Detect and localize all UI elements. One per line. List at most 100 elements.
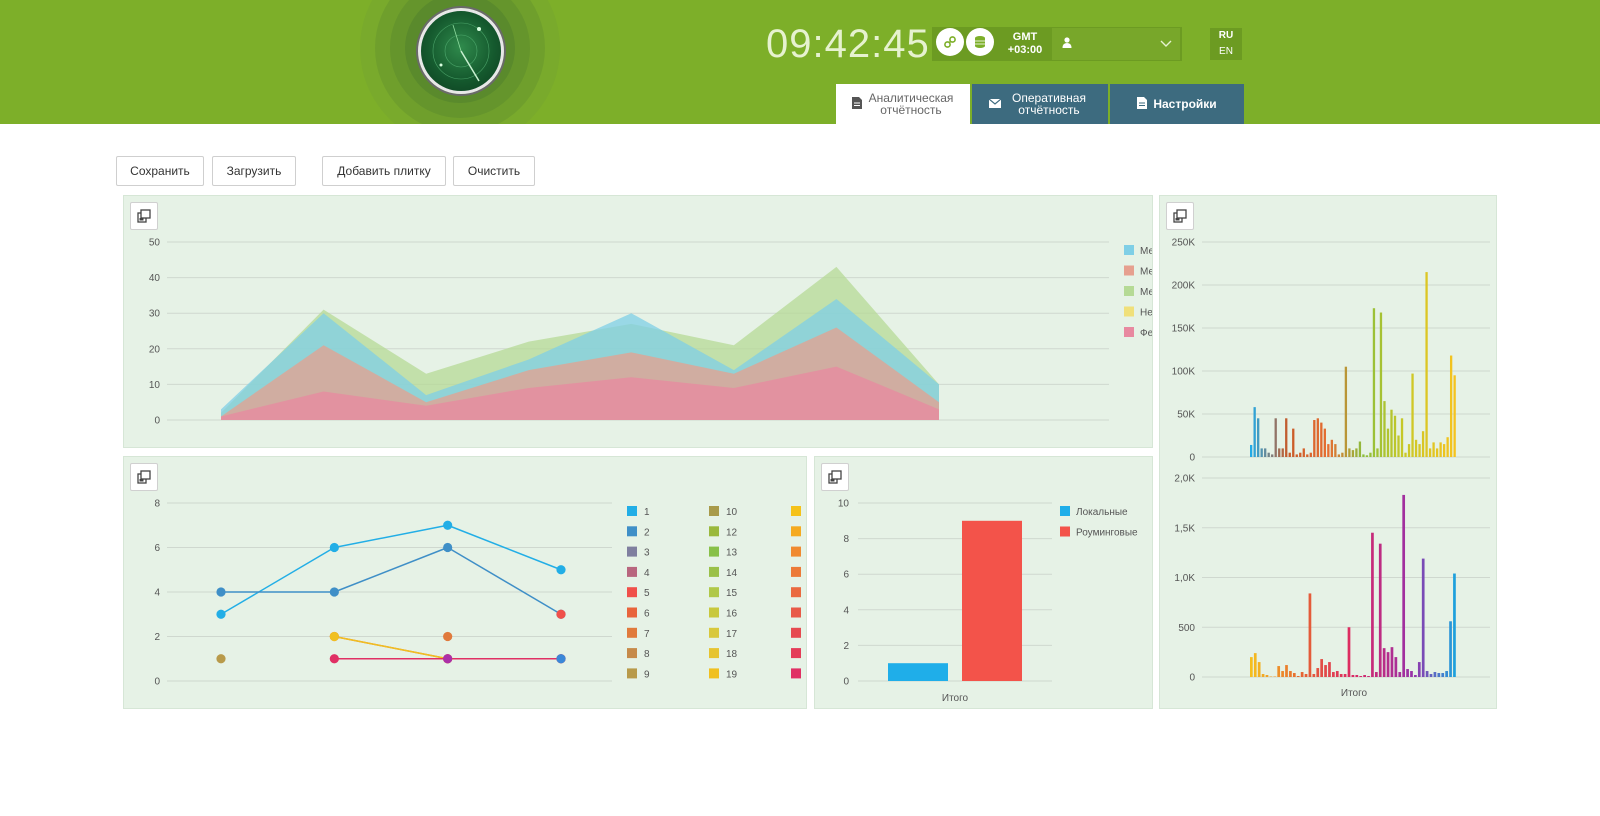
bar: [1271, 454, 1274, 457]
bar: [1437, 673, 1441, 677]
data-point: [443, 542, 453, 553]
tile-area-chart: 50 40 30 20 10 0 Междугородние вызовы Междунаро…: [123, 195, 1153, 448]
bar: [1274, 418, 1277, 457]
bar: [1267, 452, 1270, 457]
clear-button[interactable]: Очистить: [453, 156, 535, 186]
y-tick-label: 30: [149, 309, 161, 320]
legend-swatch: [791, 526, 801, 537]
bar: [1365, 455, 1369, 457]
bar: [1347, 627, 1351, 677]
legend-label: Федеральные вызовы: [1140, 328, 1152, 339]
series-line: [334, 524, 448, 549]
bar: [1330, 439, 1334, 457]
bar: [1281, 671, 1284, 677]
legend-swatch: [791, 546, 801, 557]
data-point: [556, 654, 566, 664]
legend-label: Международные вызовы: [1140, 267, 1152, 278]
data-point: [443, 520, 453, 530]
legend-swatch: [627, 648, 637, 659]
legend-swatch: [627, 526, 637, 537]
bar: [1441, 673, 1445, 677]
bar: [1277, 666, 1281, 677]
tab-settings-label: Настройки: [1153, 97, 1217, 111]
series-line: [447, 546, 562, 615]
bar: [1371, 532, 1374, 677]
bar: [1292, 428, 1295, 457]
bar: [1374, 672, 1378, 677]
bar: [1421, 558, 1425, 677]
lang-ru[interactable]: RU: [1218, 30, 1234, 41]
link-icon[interactable]: [936, 28, 964, 56]
bar: [1335, 671, 1339, 677]
bar: [1313, 420, 1316, 457]
bar: [1355, 675, 1359, 677]
bar: [1379, 312, 1383, 457]
legend-label: 4: [644, 568, 650, 579]
bar-charts: 250K 200K 150K 100K 50K 0 2,0K 1,5K 1,0K 500 0 Итог…: [1172, 238, 1490, 699]
bar: [1428, 448, 1432, 457]
series-line: [447, 524, 562, 571]
legend-label: Роуминговые: [1076, 528, 1138, 539]
legend-label: 10: [726, 507, 738, 518]
data-point: [216, 609, 226, 619]
bar: [1449, 621, 1452, 677]
bar: [1417, 662, 1421, 677]
legend-swatch: [791, 566, 801, 577]
legend-swatch: [627, 668, 637, 679]
lang-en[interactable]: EN: [1219, 46, 1233, 57]
bar: [1348, 448, 1351, 457]
bar: [1390, 647, 1394, 677]
y-tick-label: 20: [149, 344, 161, 355]
bar: [1407, 444, 1411, 457]
tile-menu-icon[interactable]: [821, 463, 849, 491]
bar: [1328, 662, 1331, 677]
tab-operational-label: Оперативная отчётность: [1012, 91, 1086, 117]
bar: [1344, 366, 1348, 457]
y-tick-label: 150K: [1172, 324, 1196, 335]
data-point: [329, 631, 339, 642]
y-tick-label: 2: [154, 632, 160, 643]
legend-swatch: [709, 506, 719, 516]
save-button[interactable]: Сохранить: [116, 156, 204, 186]
legend-swatch: [791, 668, 801, 679]
user-icon: [1062, 35, 1072, 53]
bar: [1382, 648, 1386, 677]
legend-label: 18: [726, 649, 738, 660]
bar: [1285, 665, 1288, 677]
bar: [888, 663, 948, 681]
tile-menu-icon[interactable]: [130, 202, 158, 230]
tile-menu-icon[interactable]: [130, 463, 158, 491]
legend-swatch: [1060, 526, 1070, 537]
x-axis-label: Итого: [1341, 688, 1368, 699]
legend-swatch: [709, 648, 719, 659]
add-tile-button[interactable]: Добавить плитку: [322, 156, 446, 186]
y-tick-label: 10: [838, 499, 850, 510]
database-icon[interactable]: [966, 28, 994, 56]
y-tick-label: 500: [1178, 623, 1195, 634]
tab-analytics[interactable]: Аналитическая отчётность: [836, 84, 970, 124]
tab-settings[interactable]: Настройки: [1110, 84, 1244, 124]
bar: [1302, 448, 1305, 457]
bar: [1386, 428, 1390, 457]
tab-operational[interactable]: Оперативная отчётность: [972, 84, 1108, 124]
bar: [1285, 418, 1288, 457]
bar: [1261, 674, 1265, 677]
y-tick-label: 0: [1189, 453, 1195, 464]
y-tick-label: 6: [154, 543, 160, 554]
bar: [1402, 494, 1406, 677]
timezone-label: GMT: [1012, 31, 1038, 43]
bar: [1257, 662, 1261, 677]
bar: [1425, 272, 1428, 457]
area-series: [221, 366, 939, 420]
load-button[interactable]: Загрузить: [212, 156, 296, 186]
bar: [1341, 452, 1344, 457]
bar: [1351, 675, 1355, 677]
legend-label: 6: [644, 609, 650, 620]
tile-menu-icon[interactable]: [1166, 202, 1194, 230]
bar: [1363, 675, 1366, 677]
legend-swatch: [627, 506, 637, 516]
legend-swatch: [1124, 327, 1134, 337]
tile-line-chart: 8642012345678910121314151617181924252628…: [123, 456, 807, 709]
bar: [1312, 674, 1316, 677]
user-dropdown[interactable]: [1052, 28, 1180, 60]
